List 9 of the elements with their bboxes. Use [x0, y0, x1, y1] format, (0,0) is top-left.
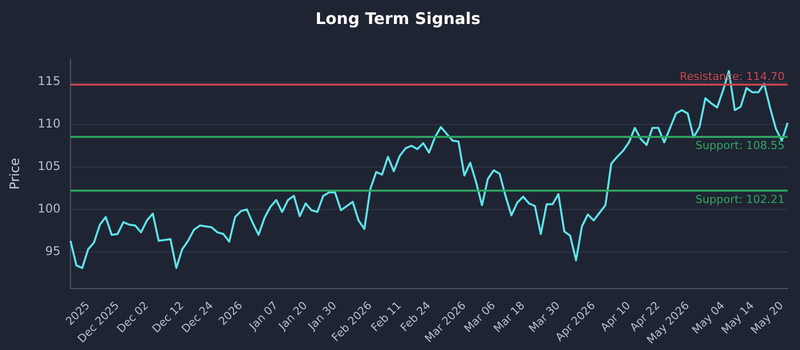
y-axis-title: Price [8, 158, 24, 190]
y-tick-label: 100 [38, 202, 61, 216]
ref-line-label: Support: 102.21 [695, 193, 785, 206]
y-tick-label: 105 [38, 159, 61, 174]
chart-title: Long Term Signals [315, 8, 481, 28]
y-tick-label: 95 [45, 244, 61, 258]
ref-line-label: Support: 108.55 [695, 139, 785, 152]
y-tick-label: 110 [38, 116, 61, 131]
y-tick-label: 115 [38, 74, 61, 88]
